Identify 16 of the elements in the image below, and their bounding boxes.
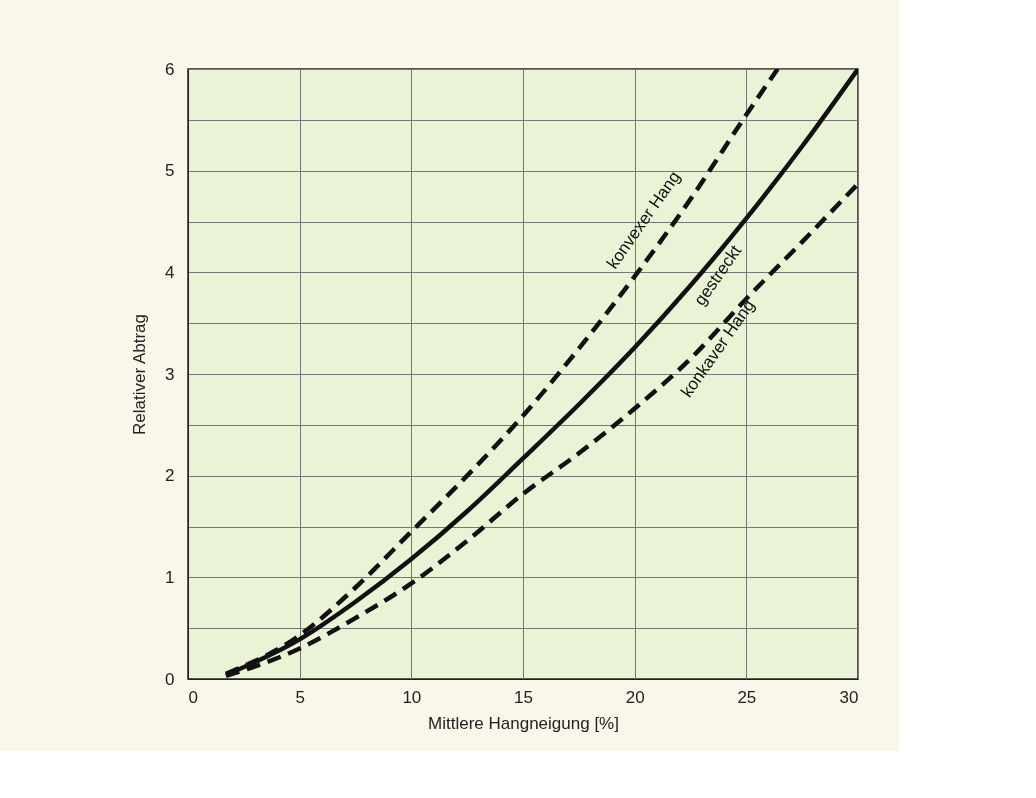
x-tick-label: 15 — [514, 687, 533, 707]
y-tick-label: 6 — [165, 59, 175, 79]
x-axis-title: Mittlere Hangneigung [%] — [428, 713, 619, 733]
x-tick-label: 5 — [295, 687, 305, 707]
x-tick-label: 30 — [839, 687, 859, 707]
x-tick-label: 10 — [402, 687, 422, 707]
x-tick-label: 25 — [737, 687, 757, 707]
y-tick-label: 3 — [165, 364, 175, 384]
y-tick-label: 4 — [165, 262, 175, 282]
x-tick-label: 20 — [625, 687, 645, 707]
y-tick-label: 0 — [165, 669, 175, 689]
y-tick-label: 1 — [165, 567, 175, 587]
x-tick-label: 0 — [188, 687, 198, 707]
y-axis-title: Relativer Abtrag — [130, 314, 150, 435]
y-tick-label: 2 — [165, 466, 175, 486]
y-tick-label: 5 — [165, 161, 175, 181]
